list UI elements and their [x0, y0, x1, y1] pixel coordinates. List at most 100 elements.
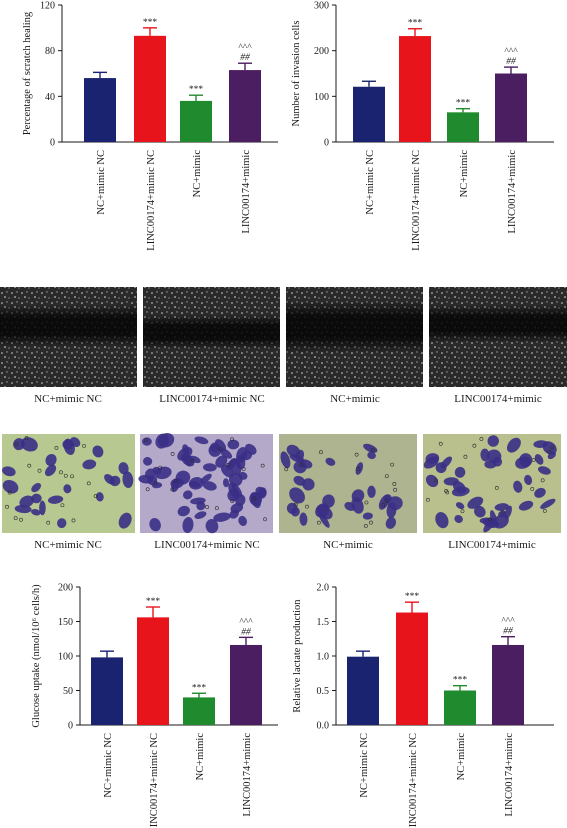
cell-blob — [222, 478, 229, 488]
cell-blob — [451, 486, 470, 497]
y-axis-label: Relative lactate production — [292, 599, 303, 713]
membrane-pore — [60, 503, 65, 508]
bar — [180, 100, 212, 142]
significance-mark: *** — [192, 683, 207, 693]
y-tick-label: 80 — [45, 46, 55, 57]
lactate-production-chart: 0.0 0.5 1.0 1.5 2.0 Relative lactate producti… — [292, 583, 554, 828]
membrane-pore — [63, 473, 68, 478]
membrane-pore — [293, 502, 298, 507]
cell-blob — [200, 473, 212, 484]
cell-blob — [280, 451, 291, 469]
cell-blob — [435, 512, 449, 529]
cell-blob — [104, 474, 115, 485]
x-tick-label: LINC00174+mimic NC — [146, 150, 157, 251]
y-tick-label: 120 — [40, 1, 55, 12]
bar — [229, 70, 261, 142]
cell-blob — [31, 508, 41, 516]
membrane-pore — [316, 520, 321, 525]
cell-blob — [255, 486, 267, 497]
cell-blob — [182, 444, 190, 456]
cell-blob — [20, 437, 38, 452]
significance-mark: ^^^ — [504, 47, 518, 57]
cell-blob — [423, 456, 439, 469]
cell-blob — [194, 511, 207, 519]
membrane-pore — [230, 437, 234, 442]
y-tick-label: 2.0 — [317, 583, 330, 594]
membrane-pore — [14, 442, 19, 447]
cell-blob — [295, 449, 305, 462]
membrane-pore — [390, 462, 395, 467]
cell-blob — [289, 487, 305, 504]
scratch-label-1: NC+mimic NC — [34, 393, 102, 405]
y-tick-label: 100 — [58, 652, 73, 663]
invasion-cells-chart: 0 100 200 300 Number of invasion cells NC+mim… — [291, 1, 554, 251]
scratch-image-4 — [429, 287, 567, 387]
y-tick-label: 150 — [58, 617, 73, 628]
x-tick-label: LINC00174+mimic NC — [408, 733, 419, 828]
significance-mark: *** — [405, 592, 420, 602]
cell-blob — [238, 515, 247, 526]
cell-blob — [170, 478, 184, 489]
scratch-label-2: LINC00174+mimic NC — [159, 393, 265, 405]
cell-blob — [443, 477, 459, 486]
significance-mark: ^^^ — [238, 43, 252, 53]
membrane-pore — [5, 504, 9, 509]
cell-blob — [122, 471, 134, 489]
scratch-label-4: LINC00174+mimic — [454, 393, 542, 405]
membrane-pore — [479, 437, 484, 441]
membrane-pore — [542, 508, 547, 513]
membrane-pore — [438, 441, 443, 446]
cell-blob — [542, 441, 557, 455]
membrane-pore — [550, 445, 555, 450]
cell-blob — [506, 437, 521, 453]
cell-blob — [474, 505, 486, 518]
cell-blob — [95, 492, 104, 502]
glucose-uptake-chart: 0 50 100 150 200 Glucose uptake (nmol/10⁶ cel… — [31, 583, 278, 828]
y-tick-label: 200 — [58, 583, 73, 594]
scratch-image-1 — [0, 287, 137, 387]
cell-blob — [213, 512, 231, 522]
membrane-pore — [370, 448, 375, 453]
membrane-pore — [263, 517, 267, 522]
membrane-pore — [143, 438, 148, 443]
cell-blob — [315, 503, 330, 518]
membrane-pore — [260, 463, 265, 468]
x-tick-label: NC+mimic NC — [103, 733, 114, 798]
cell-blob — [540, 498, 556, 509]
membrane-pore — [488, 517, 492, 522]
significance-mark: *** — [456, 99, 471, 109]
y-tick-label: 100 — [314, 92, 329, 103]
membrane-pore — [319, 450, 323, 455]
y-tick-label: 0 — [68, 721, 73, 732]
membrane-pore — [37, 468, 42, 473]
membrane-pore — [426, 497, 430, 502]
cell-blob — [177, 505, 190, 517]
bar — [444, 690, 476, 725]
bar — [492, 644, 524, 725]
significance-mark: ## — [240, 53, 250, 63]
x-tick-label: LINC00174+mimic NC — [411, 150, 422, 251]
cell-blob — [293, 475, 306, 486]
cell-blob — [467, 496, 484, 509]
cell-blob — [92, 445, 104, 458]
cell-blob — [250, 492, 261, 509]
y-tick-label: 1.5 — [317, 617, 330, 628]
y-tick-label: 0.0 — [317, 721, 330, 732]
membrane-pore — [540, 478, 545, 483]
cell-blob — [203, 463, 217, 472]
y-tick-label: 200 — [314, 46, 329, 57]
cell-blob — [455, 502, 465, 510]
cell-blob — [302, 478, 315, 491]
bar — [183, 697, 215, 725]
cell-blob — [487, 435, 499, 447]
cell-blob — [244, 443, 257, 455]
cell-blob — [238, 471, 248, 480]
x-tick-label: NC+mimic — [195, 733, 206, 781]
membrane-pore — [170, 487, 175, 492]
x-tick-label: LINC00174+mimic NC — [149, 733, 160, 828]
y-tick-label: 300 — [314, 1, 329, 12]
membrane-pore — [13, 516, 18, 521]
cell-blob — [384, 494, 392, 503]
cell-blob — [82, 459, 97, 470]
cell-blob — [367, 451, 376, 460]
